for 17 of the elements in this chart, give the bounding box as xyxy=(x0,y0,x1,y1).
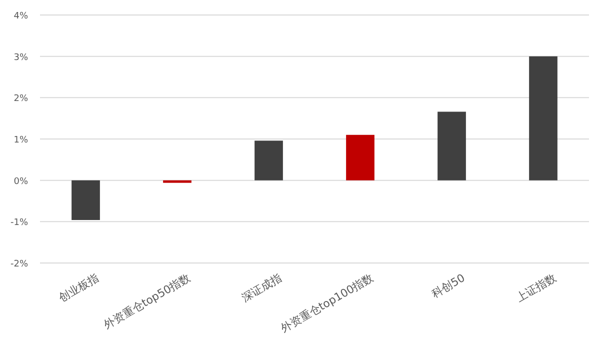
bar xyxy=(438,112,466,180)
bar xyxy=(72,180,100,220)
bar xyxy=(529,56,558,180)
y-tick-label: 0% xyxy=(14,176,28,187)
bar xyxy=(346,134,374,180)
x-tick-label: 深证成指 xyxy=(240,271,284,305)
y-tick-label: -1% xyxy=(10,218,28,228)
bar xyxy=(163,180,192,183)
y-tick-label: 2% xyxy=(14,94,28,104)
bar xyxy=(254,140,283,180)
x-tick-label: 创业板指 xyxy=(56,271,102,305)
y-tick-label: -2% xyxy=(10,260,28,270)
y-tick-label: 3% xyxy=(14,52,28,63)
x-tick-label: 上证指数 xyxy=(514,271,559,305)
x-tick-label: 科创50 xyxy=(430,271,468,301)
y-tick-label: 1% xyxy=(14,136,28,146)
y-tick-label: 4% xyxy=(14,12,28,22)
